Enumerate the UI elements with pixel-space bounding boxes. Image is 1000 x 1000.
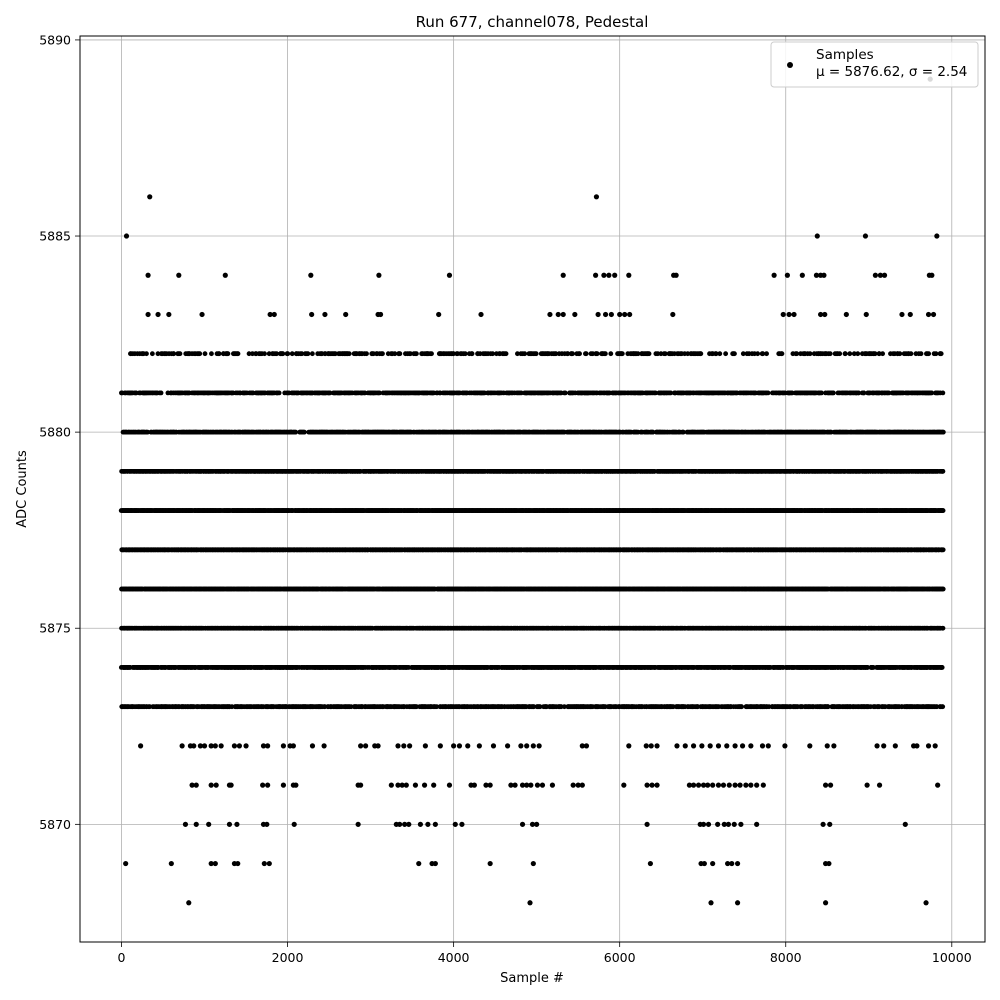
sample-point bbox=[940, 625, 946, 631]
sample-point bbox=[434, 704, 440, 710]
sample-point bbox=[940, 704, 946, 710]
sample-points bbox=[118, 76, 946, 906]
plot-area bbox=[80, 36, 985, 942]
sample-point bbox=[739, 704, 745, 710]
sample-point bbox=[537, 704, 543, 710]
sample-point bbox=[939, 665, 945, 670]
sample-point bbox=[865, 665, 870, 670]
sample-point bbox=[825, 704, 831, 710]
sample-point bbox=[561, 704, 567, 710]
sample-point bbox=[940, 586, 946, 592]
